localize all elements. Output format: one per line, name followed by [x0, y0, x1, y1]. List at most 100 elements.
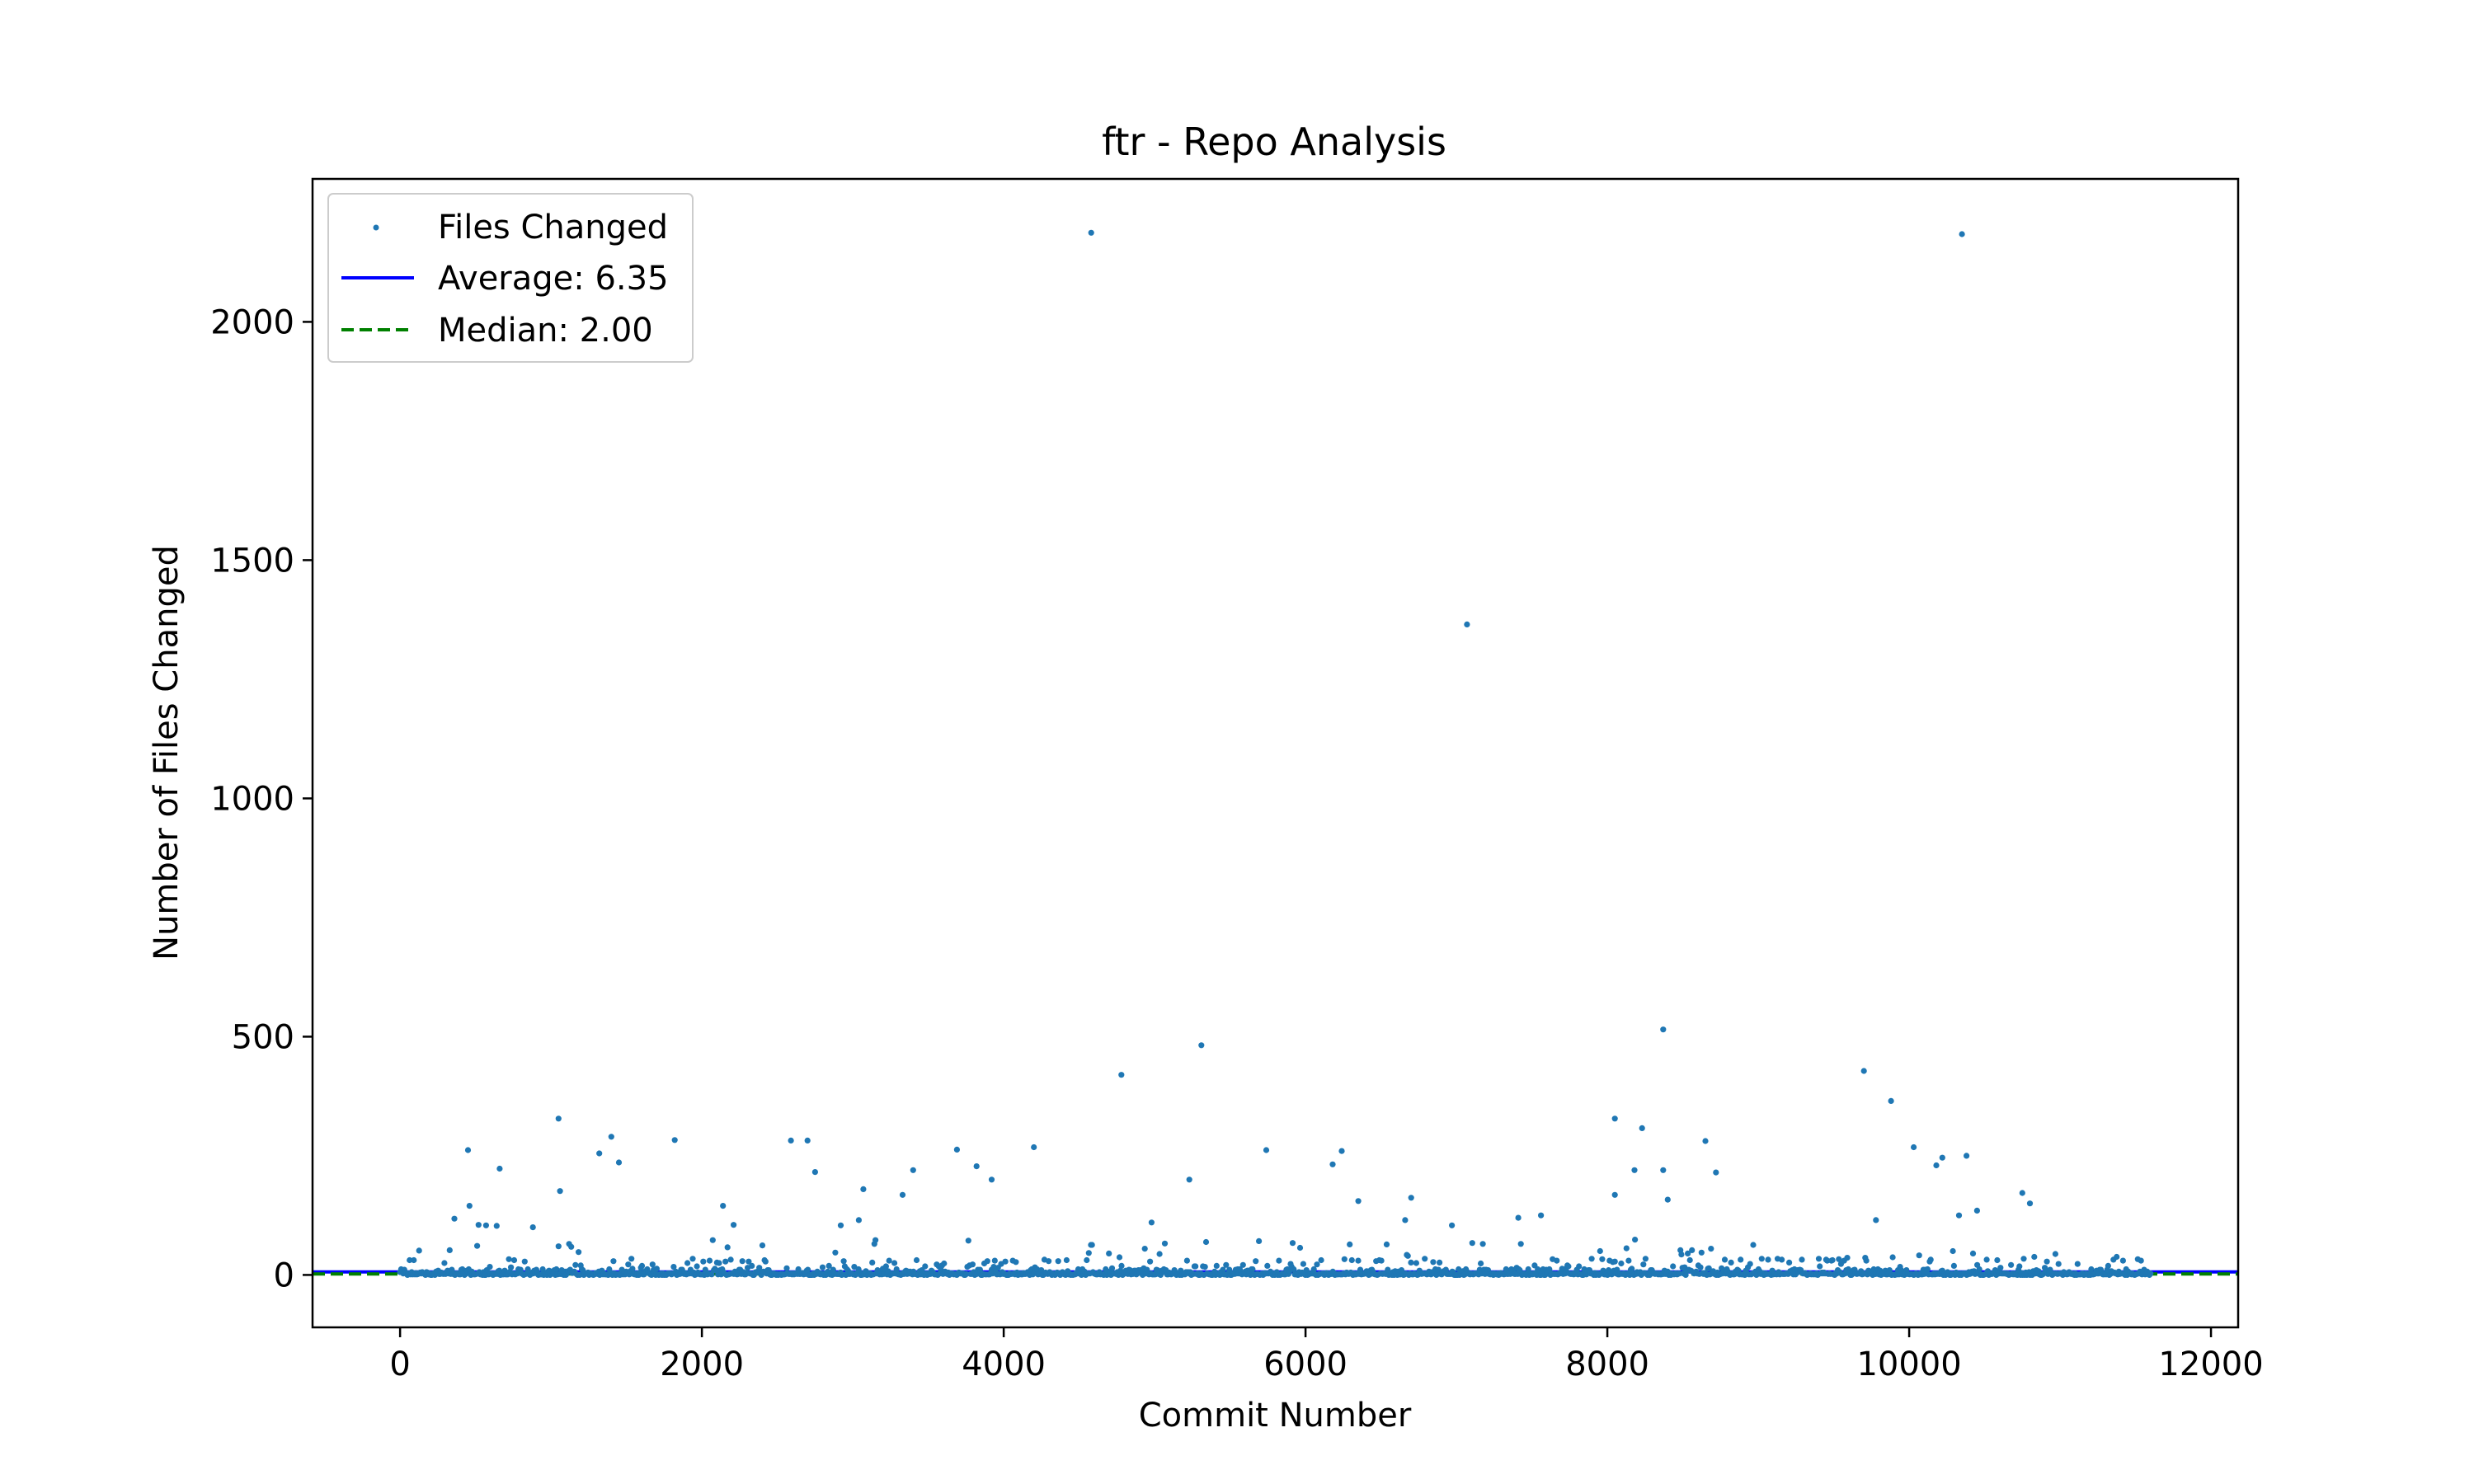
- data-point-outlier: [1939, 1154, 1945, 1161]
- data-point: [1525, 1266, 1531, 1273]
- data-point-outlier: [837, 1222, 844, 1228]
- data-point-outlier: [1355, 1198, 1362, 1205]
- data-point: [1347, 1241, 1353, 1247]
- data-point-outlier: [2026, 1200, 2034, 1207]
- data-point: [1479, 1241, 1486, 1247]
- data-point-outlier: [1611, 1115, 1618, 1122]
- data-point: [1437, 1259, 1443, 1266]
- data-point: [1817, 1263, 1823, 1270]
- data-point: [1685, 1250, 1691, 1256]
- data-point: [1055, 1258, 1061, 1265]
- data-point-outlier: [451, 1215, 458, 1222]
- data-point: [1815, 1256, 1823, 1262]
- data-point: [446, 1247, 453, 1253]
- legend: Files Changed Average: 6.35 Median: 2.00: [327, 193, 694, 363]
- data-point: [1678, 1252, 1685, 1258]
- data-point-outlier: [482, 1222, 490, 1228]
- x-tick-label: 8000: [1565, 1345, 1649, 1383]
- data-point: [872, 1237, 879, 1243]
- data-point: [1318, 1256, 1324, 1264]
- data-point: [749, 1262, 755, 1269]
- data-point: [2052, 1251, 2058, 1257]
- data-point: [1997, 1265, 2004, 1271]
- data-point: [1213, 1262, 1220, 1269]
- data-point: [1642, 1256, 1649, 1262]
- x-tick-label: 2000: [660, 1345, 744, 1383]
- data-point: [1249, 1266, 1256, 1273]
- data-point: [1689, 1247, 1696, 1253]
- y-axis-ticks: 0 500 1000 1500 2000: [210, 303, 313, 1294]
- data-point: [1916, 1252, 1922, 1259]
- data-point: [2074, 1261, 2081, 1267]
- data-point: [1625, 1257, 1632, 1264]
- data-point-outlier: [1515, 1214, 1522, 1221]
- data-point: [869, 1259, 876, 1266]
- data-point: [1708, 1246, 1714, 1252]
- data-point: [1844, 1255, 1851, 1261]
- data-point-outlier: [1702, 1138, 1709, 1144]
- data-point: [1430, 1259, 1437, 1266]
- data-point: [1588, 1256, 1595, 1262]
- data-point: [2138, 1257, 2144, 1264]
- data-point-outlier: [1329, 1161, 1336, 1167]
- data-point-outlier: [1873, 1217, 1879, 1223]
- data-point: [913, 1256, 920, 1264]
- data-point: [984, 1258, 990, 1265]
- data-point: [745, 1258, 752, 1265]
- data-point: [1640, 1261, 1647, 1268]
- data-point: [1765, 1256, 1771, 1263]
- x-tick-label: 6000: [1263, 1345, 1348, 1383]
- data-point-outlier: [557, 1188, 563, 1195]
- data-point: [1629, 1266, 1635, 1272]
- data-point-outlier: [1118, 1072, 1125, 1078]
- data-point-outlier: [1408, 1195, 1414, 1201]
- data-point: [649, 1261, 656, 1268]
- data-point: [2105, 1262, 2111, 1269]
- data-point-outlier: [731, 1222, 737, 1228]
- data-point-outlier: [555, 1115, 562, 1122]
- data-point-outlier: [475, 1222, 482, 1228]
- data-point: [1747, 1261, 1753, 1267]
- data-point: [572, 1261, 579, 1268]
- legend-label-average: Average: 6.35: [438, 260, 669, 298]
- data-point: [1824, 1257, 1831, 1264]
- data-point: [1084, 1256, 1090, 1264]
- data-point: [1611, 1258, 1618, 1265]
- data-point: [2044, 1258, 2050, 1265]
- data-point: [416, 1247, 422, 1254]
- data-point: [1565, 1263, 1572, 1270]
- data-point: [1728, 1259, 1734, 1266]
- data-point-outlier: [910, 1167, 916, 1173]
- data-point: [886, 1257, 892, 1264]
- data-point: [1738, 1256, 1744, 1263]
- data-point: [1750, 1242, 1757, 1248]
- legend-frame: [327, 193, 694, 363]
- data-point: [1503, 1266, 1509, 1273]
- data-point-outlier: [1449, 1222, 1456, 1228]
- data-point: [1300, 1261, 1306, 1267]
- data-point: [1404, 1252, 1411, 1259]
- data-point-outlier: [988, 1176, 995, 1183]
- data-point: [1889, 1254, 1896, 1261]
- data-point: [1408, 1259, 1414, 1266]
- data-point: [991, 1257, 998, 1264]
- data-point: [2088, 1266, 2095, 1273]
- y-tick-label: 0: [274, 1256, 294, 1294]
- data-point: [694, 1263, 700, 1270]
- data-point: [1310, 1266, 1317, 1273]
- data-point: [1223, 1261, 1230, 1268]
- data-point: [1535, 1266, 1541, 1273]
- data-point: [722, 1258, 729, 1265]
- data-point-outlier: [1959, 231, 1965, 237]
- data-point: [1927, 1256, 1934, 1263]
- data-point: [700, 1258, 707, 1265]
- data-point: [521, 1258, 528, 1265]
- x-tick-label: 0: [389, 1345, 410, 1383]
- data-point: [1202, 1264, 1208, 1270]
- data-point: [1296, 1244, 1304, 1252]
- data-point-outlier: [615, 1159, 623, 1166]
- data-point: [2147, 1270, 2154, 1277]
- data-point-outlier: [1955, 1212, 1963, 1219]
- data-points: [397, 229, 2154, 1278]
